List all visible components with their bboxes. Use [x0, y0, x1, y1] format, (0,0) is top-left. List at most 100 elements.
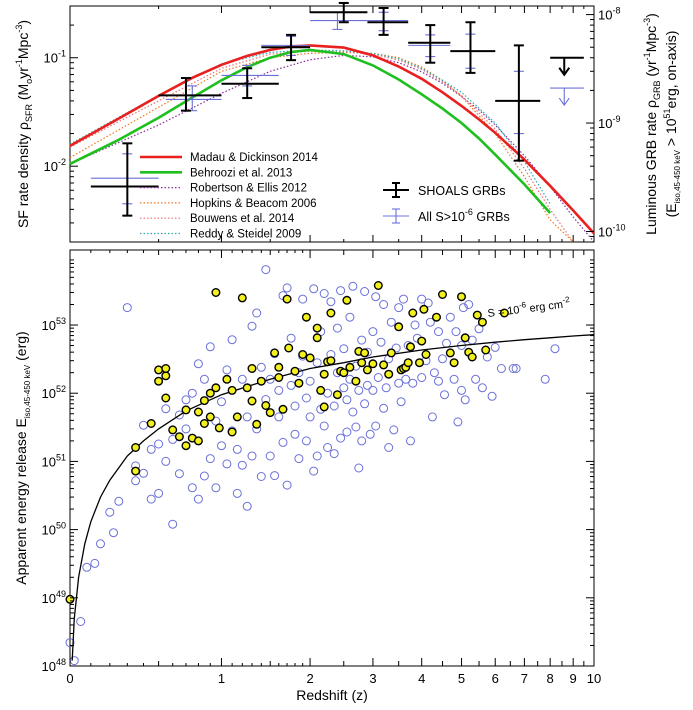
scatter-point [442, 338, 451, 348]
legend-label: Behroozi et al. 2013 [190, 167, 292, 179]
scatter-point [301, 393, 311, 403]
scatter-point [332, 323, 342, 333]
scatter-point [458, 303, 468, 313]
bottom-ylabel: Apparent energy release Eiso,45-450 keV … [13, 331, 32, 584]
scatter-point [460, 333, 470, 343]
scatter-point [368, 359, 378, 369]
scatter-point [193, 359, 203, 369]
scatter-point [427, 412, 437, 422]
x-tick-label: 5 [458, 671, 465, 686]
scatter-point [65, 638, 75, 648]
scatter-point [329, 401, 339, 411]
top-y2label-line2: (Eiso,45-450 keV > 1051erg, on-axis) [662, 31, 682, 218]
scatter-point [211, 483, 221, 493]
x-tick-label: 0 [66, 671, 73, 686]
scatter-point [284, 343, 294, 353]
legend-label: SHOALS GRBs [418, 184, 506, 198]
scatter-point [168, 425, 178, 435]
grb-rate-point [495, 70, 541, 135]
scatter-point [339, 344, 349, 354]
scatter-point [345, 362, 355, 372]
scatter-point [540, 374, 550, 384]
tick-label: 1048 [42, 657, 66, 674]
scatter-point [360, 287, 370, 296]
threshold-label: S = 10-6 erg cm-2 [487, 295, 572, 320]
scatter-point [227, 335, 237, 345]
scatter-point [417, 294, 427, 304]
scatter-point [336, 286, 346, 296]
x-tick-label: 9 [570, 671, 577, 686]
scatter-point [371, 292, 381, 302]
scatter-point [477, 383, 487, 393]
scatter-point [457, 292, 467, 302]
grb-rate-point [261, 33, 311, 62]
scatter-point [227, 427, 237, 437]
scatter-point [326, 308, 336, 318]
scatter-point [161, 393, 171, 403]
grb-rate-point [367, 7, 409, 36]
threshold-line [71, 334, 595, 661]
series-line [69, 44, 595, 235]
scatter-point [181, 441, 191, 451]
scatter-point [187, 483, 197, 493]
scatter-point [329, 449, 339, 459]
scatter-point [205, 388, 215, 398]
x-tick-label: 6 [492, 671, 499, 686]
scatter-point [214, 423, 224, 433]
legend-grb: SHOALS GRBs All S>10-6 GRBs [383, 182, 510, 224]
scatter-point [131, 466, 141, 476]
scatter-point [252, 308, 262, 318]
scatter-point [511, 364, 521, 373]
x-tick-label: 10 [587, 671, 601, 686]
scatter-point [290, 366, 300, 376]
scatter-point [174, 469, 184, 479]
tick-label: 1050 [42, 521, 66, 538]
scatter-point [339, 368, 349, 378]
scatter-point [417, 373, 427, 382]
scatter-point [301, 436, 311, 446]
scatter-point [205, 454, 215, 464]
scatter-point [154, 488, 164, 498]
x-tick-label: 7 [521, 671, 528, 686]
grb-rate-point [550, 87, 584, 107]
scatter-point [417, 336, 427, 346]
scatter-point [386, 348, 396, 358]
scatter-point [423, 298, 433, 308]
grb-rate-point [408, 24, 451, 64]
scatter-point [114, 496, 124, 506]
scatter-point [109, 528, 118, 538]
x-axis-ticks: 0 1 2 3 4 5 6 7 8 9 10 [66, 250, 601, 686]
scatter-point [432, 312, 442, 322]
scatter-point [379, 300, 389, 309]
grb-rate-point [90, 142, 159, 217]
scatter-point [421, 350, 431, 360]
scatter-point [227, 385, 237, 395]
x-tick-label: 8 [547, 671, 554, 686]
scatter-point [69, 656, 79, 666]
scatter-point [449, 374, 459, 384]
scatter-point [319, 289, 329, 298]
scatter-point [131, 476, 141, 486]
scatter-point [326, 297, 336, 307]
scatter-point [457, 385, 466, 395]
top-panel-frame [69, 5, 595, 243]
scatter-point [336, 433, 346, 443]
grb-rate-point [165, 85, 222, 112]
scatter-point [294, 378, 304, 388]
scatter-point [76, 617, 86, 626]
grb-rate-point [158, 77, 222, 112]
scatter-point [274, 373, 284, 383]
scatter-point [451, 327, 461, 337]
scatter-point [168, 519, 178, 529]
grb-rate-point [408, 34, 451, 58]
scatter-point [217, 441, 226, 451]
scatter-point [146, 494, 156, 504]
grb-rate-point [550, 56, 584, 77]
scatter-point [217, 397, 226, 407]
scatter-point [351, 422, 361, 432]
scatter-point [362, 380, 372, 390]
scatter-point [199, 374, 209, 384]
scatter-point [294, 454, 304, 464]
scatter-point [305, 412, 315, 422]
series-line [69, 50, 574, 243]
